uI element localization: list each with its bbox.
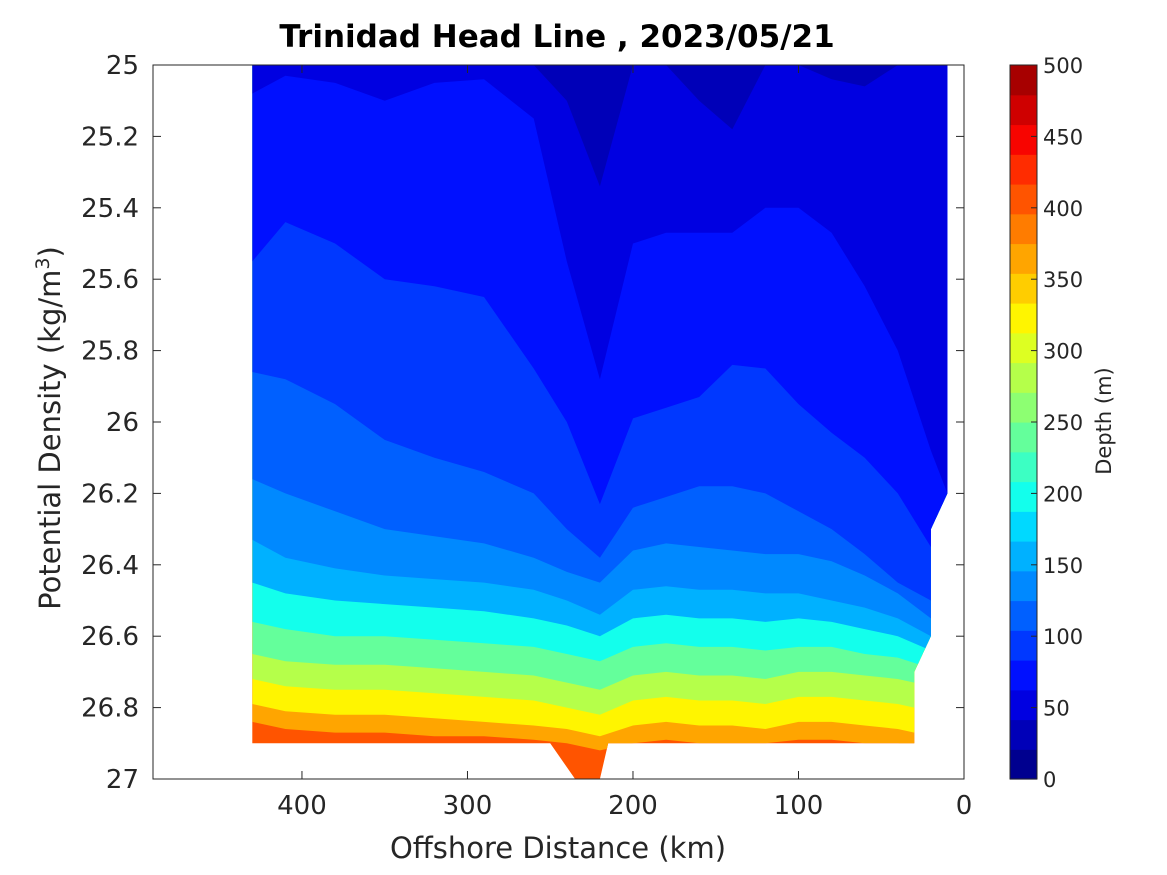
colorbar-swatch: [1010, 303, 1037, 334]
colorbar-swatch: [1010, 362, 1037, 393]
y-tick-label: 25: [106, 51, 139, 81]
colorbar-swatch: [1010, 630, 1037, 661]
y-tick-label: 25.6: [81, 265, 139, 295]
x-tick-label: 100: [774, 791, 824, 821]
y-tick-label: 25.2: [81, 122, 139, 152]
y-tick-label: 26.8: [81, 694, 139, 724]
colorbar-swatch: [1010, 719, 1037, 750]
colorbar-tick-label: 400: [1043, 197, 1083, 221]
colorbar-swatch: [1010, 124, 1037, 155]
colorbar-tick-label: 300: [1043, 340, 1083, 364]
colorbar-swatch: [1010, 660, 1037, 691]
colorbar-swatch: [1010, 422, 1037, 453]
colorbar-swatch: [1010, 689, 1037, 721]
colorbar-swatch: [1010, 332, 1037, 364]
colorbar-swatch: [1010, 154, 1037, 185]
colorbar: 0 50 100 150 200 250 300 350 400 450 500: [1009, 54, 1083, 792]
x-tick-label: 0: [956, 791, 973, 821]
x-tick-label: 300: [443, 791, 493, 821]
colorbar-swatch: [1010, 184, 1037, 215]
chart-title: Trinidad Head Line , 2023/05/21: [279, 19, 834, 55]
x-axis-label: Offshore Distance (km): [390, 831, 726, 865]
colorbar-tick-label: 200: [1043, 482, 1083, 506]
colorbar-tick-label: 100: [1043, 625, 1083, 649]
y-axis-label: Potential Density (kg/m3): [32, 246, 67, 610]
y-axis-label-close: ): [33, 246, 67, 257]
colorbar-tick-label: 150: [1043, 554, 1083, 578]
colorbar-tick-label: 350: [1043, 268, 1083, 292]
y-tick-label: 26.4: [81, 551, 139, 581]
colorbar-swatch: [1010, 273, 1037, 304]
y-tick-label: 27: [106, 765, 139, 795]
colorbar-swatch: [1010, 541, 1037, 572]
colorbar-swatch: [1010, 600, 1037, 631]
depth-band-above-75m: [252, 65, 948, 494]
colorbar-tick-label: 250: [1043, 411, 1083, 435]
x-tick-label: 200: [608, 791, 658, 821]
x-axis-ticks: 400 300 200 100 0: [277, 65, 972, 821]
colorbar-swatch: [1010, 243, 1037, 274]
depth-band-above-50m: [252, 65, 948, 187]
colorbar-swatch: [1010, 392, 1037, 423]
colorbar-label: Depth (m): [1092, 367, 1116, 474]
y-tick-label: 26.6: [81, 622, 139, 652]
colorbar-tick-label: 50: [1043, 697, 1070, 721]
depth-contour-bands: [252, 65, 948, 779]
y-axis-label-main: Potential Density (kg/m: [33, 270, 67, 610]
x-tick-label: 400: [277, 791, 327, 821]
y-tick-label: 25.4: [81, 194, 139, 224]
y-axis-ticks: 25 25.2 25.4 25.6 25.8 26 26.2 26.4 26.6 26.8 27: [81, 51, 964, 795]
colorbar-swatch: [1010, 481, 1037, 512]
colorbar-swatch: [1010, 451, 1037, 483]
colorbar-swatch: [1010, 94, 1037, 126]
colorbar-swatch: [1010, 570, 1037, 602]
colorbar-swatch: [1010, 511, 1037, 542]
y-tick-label: 25.8: [81, 337, 139, 367]
y-axis-label-superscript: 3: [32, 257, 54, 269]
colorbar-swatch: [1010, 213, 1037, 245]
colorbar-tick-label: 0: [1043, 768, 1056, 792]
colorbar-tick-label: 450: [1043, 125, 1083, 149]
colorbar-swatch: [1010, 749, 1037, 780]
y-tick-label: 26.2: [81, 479, 139, 509]
colorbar-swatch: [1010, 65, 1037, 96]
y-tick-label: 26: [106, 408, 139, 438]
colorbar-tick-label: 500: [1043, 54, 1083, 78]
